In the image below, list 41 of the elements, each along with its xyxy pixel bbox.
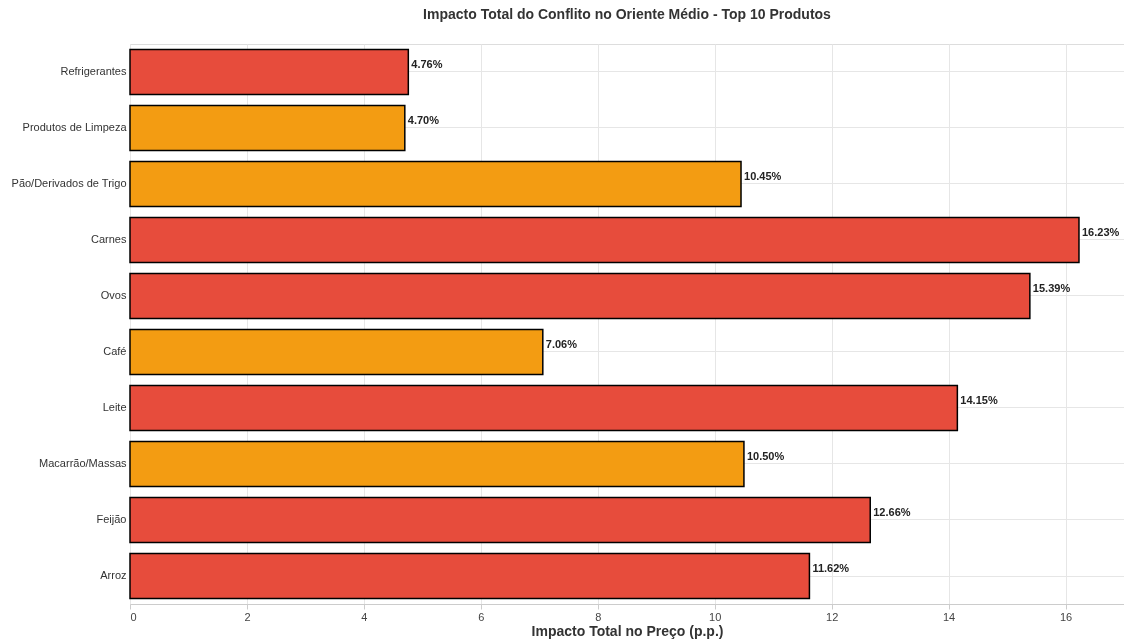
- data-label: 14.15%: [960, 394, 998, 406]
- x-tick-label: 10: [709, 610, 722, 623]
- y-tick-label: Macarrão/Massas: [39, 457, 127, 469]
- x-tick-label: 12: [826, 610, 839, 623]
- bar: [129, 440, 745, 488]
- data-label: 16.23%: [1081, 226, 1120, 238]
- data-label: 15.39%: [1032, 282, 1071, 294]
- x-tick-label: 8: [595, 610, 602, 623]
- x-axis-title: Impacto Total no Preço (p.p.): [531, 622, 724, 639]
- y-tick-label: Leite: [102, 401, 127, 413]
- data-label: 10.45%: [744, 170, 782, 182]
- x-tick-label: 6: [478, 610, 485, 623]
- data-label: 11.62%: [812, 562, 850, 574]
- y-tick-label: Feijão: [96, 513, 127, 525]
- chart-title: Impacto Total do Conflito no Oriente Médio - Top 10 Produtos: [423, 6, 832, 22]
- x-tick-label: 0: [130, 610, 137, 623]
- x-tick-label: 16: [1059, 610, 1073, 623]
- bar: [129, 272, 1031, 320]
- bar: [129, 496, 871, 544]
- bar: [129, 384, 959, 432]
- bar: [129, 160, 742, 208]
- bar: [129, 104, 406, 152]
- bar: [129, 328, 544, 376]
- y-tick-label: Café: [103, 345, 127, 357]
- x-tick-label: 14: [942, 610, 956, 623]
- bar: [129, 216, 1080, 264]
- x-tick-label: 4: [361, 610, 368, 623]
- y-tick-label: Carnes: [91, 233, 127, 245]
- data-label: 4.70%: [407, 114, 440, 126]
- data-label: 12.66%: [873, 506, 911, 518]
- y-tick-label: Ovos: [100, 289, 127, 301]
- y-tick-label: Arroz: [100, 569, 127, 581]
- data-label: 4.76%: [411, 58, 443, 70]
- data-label: 10.50%: [746, 450, 785, 462]
- bar: [129, 48, 410, 96]
- data-label: 7.06%: [545, 338, 578, 350]
- y-tick-label: Refrigerantes: [60, 65, 127, 77]
- bar: [129, 552, 811, 600]
- y-tick-label: Pão/Derivados de Trigo: [11, 177, 127, 189]
- y-tick-label: Produtos de Limpeza: [22, 121, 128, 133]
- x-tick-label: 2: [244, 610, 251, 623]
